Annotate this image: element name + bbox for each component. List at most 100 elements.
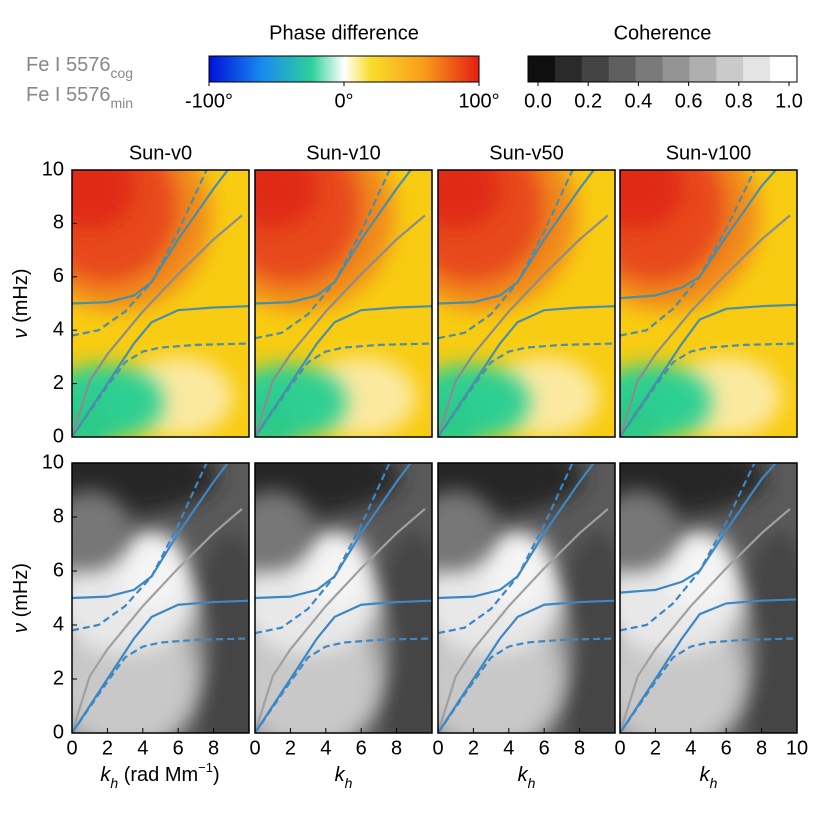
curve — [620, 342, 797, 437]
y-tick-label: 0 — [53, 721, 64, 743]
y-tick-label: 4 — [53, 318, 64, 340]
curve — [438, 508, 609, 733]
y-tick-label: 8 — [53, 212, 64, 234]
y-tick-label: 8 — [53, 505, 64, 527]
colorbar-step — [635, 56, 663, 82]
colorbar-tick-label: 0° — [334, 90, 353, 112]
panel-title: Sun-v100 — [666, 142, 752, 164]
axis-label: ν (mHz) — [10, 269, 32, 339]
curve — [255, 599, 432, 733]
panel-frame — [254, 462, 433, 734]
x-tick-label: 6 — [721, 737, 732, 759]
label-part: ) — [213, 764, 220, 786]
panel-frame — [71, 462, 250, 734]
panel-title: Sun-v50 — [489, 142, 564, 164]
x-tick-label: 2 — [102, 737, 113, 759]
heatmap-region — [72, 490, 130, 571]
curve — [438, 214, 609, 437]
curve — [72, 342, 249, 437]
axis-label: kh — [700, 764, 718, 790]
colorbar-step — [716, 56, 744, 82]
colorbar-tick-label: -100° — [185, 90, 233, 112]
y-tick-label: 10 — [42, 158, 64, 180]
axis-label: kh — [518, 764, 536, 790]
curve — [255, 170, 391, 340]
heatmap-region — [191, 532, 249, 733]
curve — [438, 170, 574, 340]
curve — [72, 170, 208, 337]
colorbar-step — [581, 56, 610, 82]
label-part: ν — [10, 623, 32, 633]
x-tick-label: 0 — [66, 737, 77, 759]
heatmap — [620, 463, 797, 733]
colorbar-step — [689, 56, 717, 82]
panel-frame — [254, 169, 433, 438]
x-tick-label: 6 — [356, 737, 367, 759]
curve — [620, 463, 756, 632]
label-part: h — [345, 775, 353, 791]
x-tick-label: 4 — [137, 737, 148, 759]
curve — [72, 214, 243, 437]
heatmap — [255, 463, 432, 733]
colorbar-title: Phase difference — [269, 22, 419, 44]
y-tick-label: 6 — [53, 559, 64, 581]
colorbar-tick-label: 0.8 — [725, 90, 753, 112]
colorbar-step — [743, 56, 771, 82]
heatmap-region — [557, 532, 615, 733]
heatmap — [620, 170, 797, 437]
heatmap — [72, 170, 249, 437]
label-part: h — [110, 775, 118, 791]
heatmap-region — [72, 170, 135, 229]
curve — [72, 508, 243, 733]
line-label-sub: cog — [111, 65, 134, 81]
line-label-sub: min — [111, 95, 134, 111]
colorbar-tick-label: 0.2 — [574, 90, 602, 112]
colorbar-tick-label: 1.0 — [775, 90, 803, 112]
colorbar-step — [554, 56, 583, 82]
curve — [620, 170, 756, 337]
curve — [438, 463, 574, 635]
colorbar-step — [528, 56, 556, 82]
heatmap — [438, 463, 615, 733]
heatmap-region — [374, 532, 432, 733]
x-tick-label: 8 — [391, 737, 402, 759]
x-tick-label: 8 — [756, 737, 767, 759]
x-tick-label: 6 — [173, 737, 184, 759]
curve — [72, 599, 249, 733]
line-label-text: Fe I 5576 — [26, 54, 111, 76]
colorbar-step — [770, 56, 798, 82]
heatmap-region — [116, 531, 187, 611]
colorbar — [527, 55, 798, 83]
heatmap-region — [739, 532, 797, 733]
x-tick-label: 8 — [574, 737, 585, 759]
panel-frame — [619, 169, 798, 438]
heatmap-region — [620, 170, 683, 229]
label-part: ν — [10, 328, 32, 338]
x-tick-label: 2 — [468, 737, 479, 759]
colorbar-tick-label: 0.4 — [624, 90, 652, 112]
curve — [255, 508, 426, 733]
curve — [620, 214, 791, 437]
y-tick-label: 10 — [42, 451, 64, 473]
label-part: (mHz) — [10, 563, 32, 623]
curve — [255, 463, 391, 635]
axis-label: ν (mHz) — [10, 563, 32, 633]
x-tick-label: 4 — [503, 737, 514, 759]
heatmap-region — [255, 170, 318, 229]
x-tick-label: 10 — [786, 737, 808, 759]
y-tick-label: 4 — [53, 613, 64, 635]
line-label: Fe I 5576min — [26, 84, 133, 110]
curve — [255, 214, 426, 437]
x-tick-label: 0 — [614, 737, 625, 759]
colorbar-tick-label: 0.6 — [675, 90, 703, 112]
y-tick-label: 2 — [53, 667, 64, 689]
colorbar-tick-label: 100° — [458, 90, 499, 112]
colorbar-tick-label: 0.0 — [524, 90, 552, 112]
colorbar — [208, 55, 480, 83]
label-part: h — [528, 775, 536, 791]
axis-label: kh — [335, 764, 353, 790]
label-part: (mHz) — [10, 269, 32, 329]
heatmap-region — [299, 531, 370, 611]
heatmap — [255, 170, 432, 437]
